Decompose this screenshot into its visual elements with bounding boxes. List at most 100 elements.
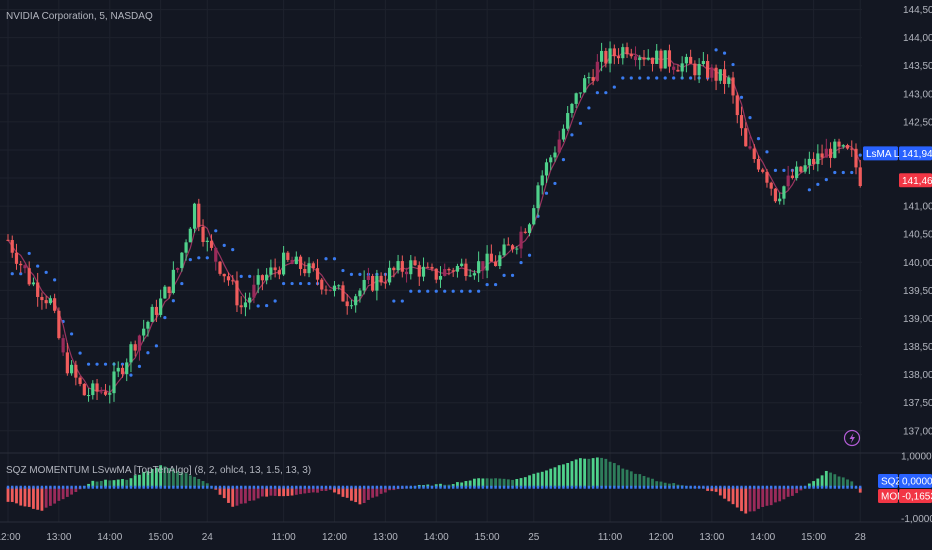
candle-body <box>231 280 235 282</box>
hist-bar <box>612 463 616 488</box>
squeeze-dot <box>53 485 56 489</box>
candle-body <box>566 113 570 129</box>
squeeze-dot <box>163 485 167 489</box>
candle-body <box>587 77 591 79</box>
lightning-icon-ring <box>843 429 861 447</box>
sar-dot <box>833 170 837 175</box>
candle-body <box>379 275 383 283</box>
candle-body <box>477 261 481 274</box>
sar-dot <box>27 251 31 256</box>
sar-dot <box>672 76 676 80</box>
hist-bar <box>481 478 485 488</box>
x-tick-label: 12:00 <box>0 532 21 543</box>
indicator-legend[interactable]: SQZ MOMENTUM LSvwMA [TopTenAlgo] (8, 2, … <box>6 465 312 476</box>
y-tick-label: 143,50 <box>903 61 932 72</box>
hist-bar <box>231 487 235 507</box>
squeeze-dot <box>273 485 277 489</box>
hist-bar <box>786 487 790 497</box>
main-legend[interactable]: NVIDIA Corporation, 5, NASDAQ <box>6 11 153 22</box>
candle-body <box>235 280 239 306</box>
squeeze-dot <box>786 485 790 489</box>
sar-dot <box>485 282 489 287</box>
squeeze-dot <box>36 485 39 489</box>
hist-bar <box>311 487 315 493</box>
candle-body <box>256 275 260 285</box>
sar-dot <box>638 76 642 80</box>
candle-body <box>315 268 320 280</box>
sar-dot <box>451 289 455 293</box>
squeeze-dot <box>252 485 256 489</box>
hist-bar <box>350 487 353 501</box>
sar-dot <box>850 170 854 175</box>
sar-dot <box>527 253 532 257</box>
sar-dot <box>146 351 150 355</box>
squeeze-dot <box>87 485 90 489</box>
candle-body <box>807 158 811 166</box>
candle-body <box>697 64 701 76</box>
candle-body <box>812 158 816 165</box>
sar-dot <box>841 170 845 175</box>
squeeze-dot <box>647 485 650 489</box>
hist-bar <box>757 487 760 509</box>
squeeze-dot <box>447 485 451 489</box>
candle-body <box>485 253 489 271</box>
hist-bar <box>133 475 137 488</box>
squeeze-dot <box>744 485 747 489</box>
hist-bar <box>61 487 65 500</box>
sar-dot <box>739 95 744 99</box>
squeeze-dot <box>842 485 845 489</box>
squeeze-dot <box>833 485 836 489</box>
candle-body <box>129 344 133 363</box>
hist-bar <box>748 487 752 512</box>
candle-body <box>201 226 205 243</box>
hist-bar <box>553 467 557 488</box>
sar-dot <box>858 153 862 157</box>
candle-body <box>125 362 129 375</box>
y-tick-label: 138,50 <box>903 342 932 353</box>
squeeze-dot <box>536 485 540 489</box>
candle-body <box>498 255 502 267</box>
sar-dot <box>494 282 498 287</box>
squeeze-dot <box>66 485 69 489</box>
sar-dot <box>332 257 337 261</box>
squeeze-dot <box>456 485 459 489</box>
candle-body <box>841 145 845 147</box>
sar-dot <box>519 260 523 265</box>
candle-body <box>10 240 14 253</box>
squeeze-dot <box>418 485 421 489</box>
squeeze-dot <box>676 485 680 489</box>
sar-dot <box>460 289 464 293</box>
hist-bar <box>769 487 773 506</box>
candle-body <box>19 263 23 266</box>
squeeze-dot <box>846 485 849 489</box>
squeeze-dot <box>83 485 86 489</box>
squeeze-dot <box>108 485 111 489</box>
hist-bar <box>744 487 748 514</box>
candle-body <box>765 171 769 183</box>
candle-body <box>438 275 443 280</box>
hist-bar <box>371 487 375 498</box>
squeeze-dot <box>452 485 455 489</box>
lsma-line-label-bg <box>863 146 898 161</box>
hist-bar <box>320 487 324 491</box>
squeeze-dot <box>307 485 311 489</box>
last-price-badge-text: 141,46 <box>902 176 932 187</box>
candle-body <box>824 148 828 158</box>
y-tick-label: 139,50 <box>903 286 932 297</box>
squeeze-dot <box>528 485 531 489</box>
sar-dot <box>621 76 625 80</box>
squeeze-dot <box>240 485 243 489</box>
hist-bar <box>333 487 336 493</box>
squeeze-dot <box>532 485 535 489</box>
squeeze-dot <box>803 485 807 489</box>
squeeze-dot <box>477 485 480 489</box>
sar-dot <box>120 362 125 366</box>
sar-dot <box>655 76 659 80</box>
candle-body <box>91 383 95 396</box>
lightning-icon <box>843 429 861 447</box>
squeeze-dot <box>630 485 633 489</box>
candle-body <box>307 263 311 274</box>
hist-bar <box>23 487 27 507</box>
sar-dot <box>544 191 549 195</box>
